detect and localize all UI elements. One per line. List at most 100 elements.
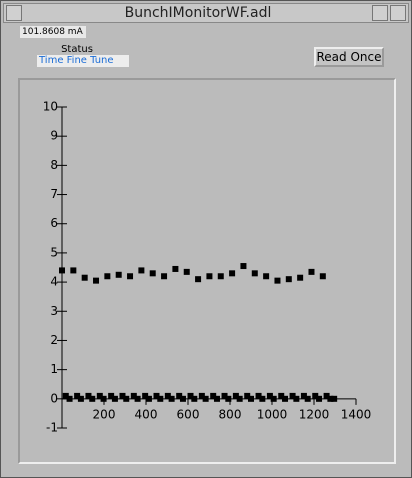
status-label: Status (61, 44, 93, 55)
point (81, 274, 88, 281)
point (157, 395, 164, 402)
point (202, 395, 209, 402)
y-tick-label: -1 (46, 421, 58, 435)
point (168, 395, 175, 402)
point (266, 392, 273, 399)
point (255, 392, 262, 399)
x-tick-label: 800 (219, 407, 242, 421)
x-tick-label: 1000 (257, 407, 288, 421)
point (304, 395, 311, 402)
point (217, 273, 224, 280)
point (66, 395, 73, 402)
point (161, 273, 168, 280)
point (308, 268, 315, 275)
x-tick-label: 200 (93, 407, 116, 421)
minimize-button[interactable] (372, 5, 388, 21)
y-tick-label: 5 (50, 245, 58, 259)
point (259, 395, 266, 402)
point (93, 277, 100, 284)
point (179, 395, 186, 402)
point (210, 392, 217, 399)
point (70, 267, 77, 274)
point (119, 392, 126, 399)
point (331, 395, 338, 402)
y-tick-label: 4 (50, 275, 58, 289)
y-tick-label: 8 (50, 158, 58, 172)
point (183, 268, 190, 275)
point (191, 395, 198, 402)
y-tick-label: 2 (50, 333, 58, 347)
point (229, 270, 236, 277)
point (100, 395, 107, 402)
point (142, 392, 149, 399)
point (285, 276, 292, 283)
x-tick-label: 1200 (299, 407, 330, 421)
read-once-button[interactable]: Read Once (314, 47, 384, 67)
point (213, 395, 220, 402)
status-value: Time Fine Tune (37, 55, 129, 67)
point (149, 270, 156, 277)
y-tick-label: 7 (50, 187, 58, 201)
point (164, 392, 171, 399)
point (59, 267, 65, 274)
readback: 101.8608 mA (20, 26, 86, 38)
point (145, 395, 152, 402)
point (127, 273, 134, 280)
title-bar: BunchIMonitorWF.adl (3, 3, 409, 23)
point (244, 392, 251, 399)
point (236, 395, 243, 402)
point (111, 395, 118, 402)
point (134, 395, 141, 402)
point (232, 392, 239, 399)
point (312, 392, 319, 399)
maximize-button[interactable] (390, 5, 406, 21)
point (198, 392, 205, 399)
point (263, 273, 270, 280)
point (316, 395, 323, 402)
point (225, 395, 232, 402)
point (270, 395, 277, 402)
point (278, 392, 285, 399)
point (187, 392, 194, 399)
x-tick-label: 1400 (341, 407, 372, 421)
point (153, 392, 160, 399)
point (282, 395, 289, 402)
point (138, 267, 145, 274)
y-tick-label: 3 (50, 304, 58, 318)
point (323, 392, 330, 399)
window-title: BunchIMonitorWF.adl (124, 5, 272, 21)
y-tick-label: 6 (50, 216, 58, 230)
point (206, 273, 213, 280)
point (96, 392, 103, 399)
plot-frame (18, 78, 396, 464)
point (195, 276, 202, 283)
point (327, 395, 334, 402)
point (176, 392, 183, 399)
point (89, 395, 96, 402)
x-tick-label: 400 (135, 407, 158, 421)
point (74, 392, 81, 399)
point (221, 392, 228, 399)
y-tick-label: 1 (50, 362, 58, 376)
point (115, 271, 122, 278)
point (108, 392, 115, 399)
point (319, 273, 326, 280)
point (240, 263, 247, 270)
y-tick-label: 0 (50, 391, 58, 405)
point (77, 395, 84, 402)
point (297, 274, 304, 281)
point (251, 270, 258, 277)
point (62, 392, 69, 399)
point (274, 277, 281, 284)
point (293, 395, 300, 402)
y-tick-label: 10 (43, 100, 58, 114)
point (85, 392, 92, 399)
point (130, 392, 137, 399)
menu-button[interactable] (6, 5, 22, 21)
point (104, 273, 111, 280)
point (300, 392, 307, 399)
point (289, 392, 296, 399)
y-tick-label: 9 (50, 129, 58, 143)
